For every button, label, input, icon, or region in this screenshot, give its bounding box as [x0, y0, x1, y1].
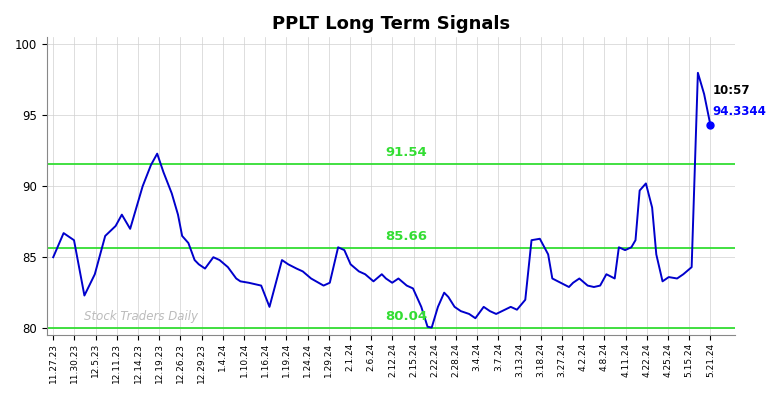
Text: Stock Traders Daily: Stock Traders Daily — [85, 310, 198, 323]
Text: 80.04: 80.04 — [386, 310, 428, 323]
Text: 94.3344: 94.3344 — [713, 105, 766, 118]
Text: 85.66: 85.66 — [386, 230, 428, 243]
Title: PPLT Long Term Signals: PPLT Long Term Signals — [272, 15, 510, 33]
Text: 91.54: 91.54 — [386, 146, 427, 160]
Text: 10:57: 10:57 — [713, 84, 750, 97]
